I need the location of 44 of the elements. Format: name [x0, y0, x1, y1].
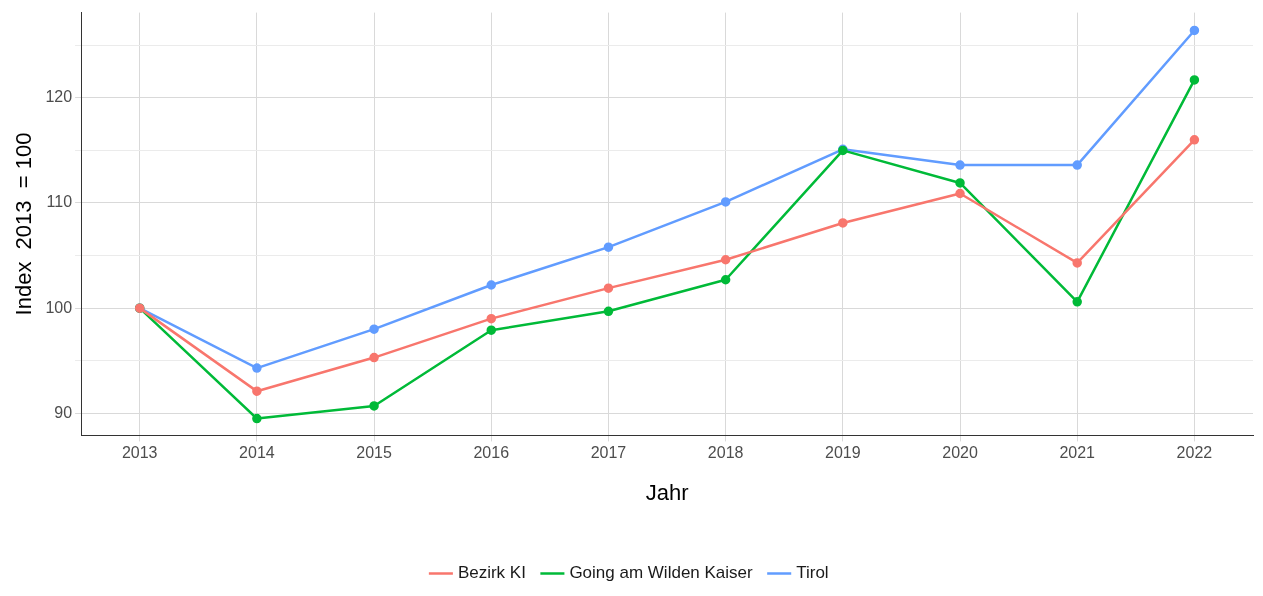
- legend-label: Bezirk KI: [457, 563, 526, 583]
- point: [486, 325, 497, 335]
- x-tick-label: 2015: [356, 444, 392, 462]
- x-tick-label: 2019: [825, 444, 861, 462]
- point: [1072, 160, 1082, 170]
- point: [369, 401, 379, 411]
- x-tick-label: 2021: [1059, 444, 1096, 462]
- point: [1189, 135, 1200, 145]
- point: [603, 306, 614, 317]
- x-tick-label: 2022: [1176, 444, 1213, 462]
- point: [1072, 297, 1082, 307]
- point: [1189, 75, 1200, 85]
- y-tick-label: 100: [45, 298, 73, 316]
- y-tick-label: 120: [45, 88, 73, 106]
- point: [955, 178, 965, 188]
- point: [486, 313, 497, 324]
- x-tick-label: 2018: [707, 444, 744, 462]
- point: [720, 255, 731, 265]
- point: [838, 218, 848, 228]
- legend-label: Going am Wilden Kaiser: [569, 563, 754, 583]
- y-tick-label: 90: [54, 403, 73, 421]
- point: [486, 280, 497, 290]
- y-axis-title: Index 2013 = 100: [11, 132, 37, 316]
- point: [1072, 258, 1082, 268]
- point: [603, 283, 614, 293]
- point: [252, 386, 262, 396]
- point: [603, 242, 614, 252]
- point: [369, 324, 379, 334]
- point: [252, 413, 262, 424]
- x-tick-label: 2013: [121, 444, 158, 462]
- point: [955, 160, 965, 170]
- point: [369, 352, 379, 363]
- point: [720, 274, 731, 285]
- point: [252, 363, 262, 373]
- point: [955, 188, 965, 199]
- x-axis-title: Jahr: [645, 479, 689, 505]
- x-tick-label: 2017: [590, 444, 627, 462]
- y-tick-label: 110: [46, 193, 73, 211]
- x-tick-label: 2020: [942, 444, 978, 462]
- point: [720, 197, 731, 207]
- legend-label: Tirol: [796, 563, 829, 583]
- x-tick-label: 2014: [239, 444, 275, 462]
- point: [1189, 25, 1200, 36]
- x-tick-label: 2016: [473, 444, 510, 462]
